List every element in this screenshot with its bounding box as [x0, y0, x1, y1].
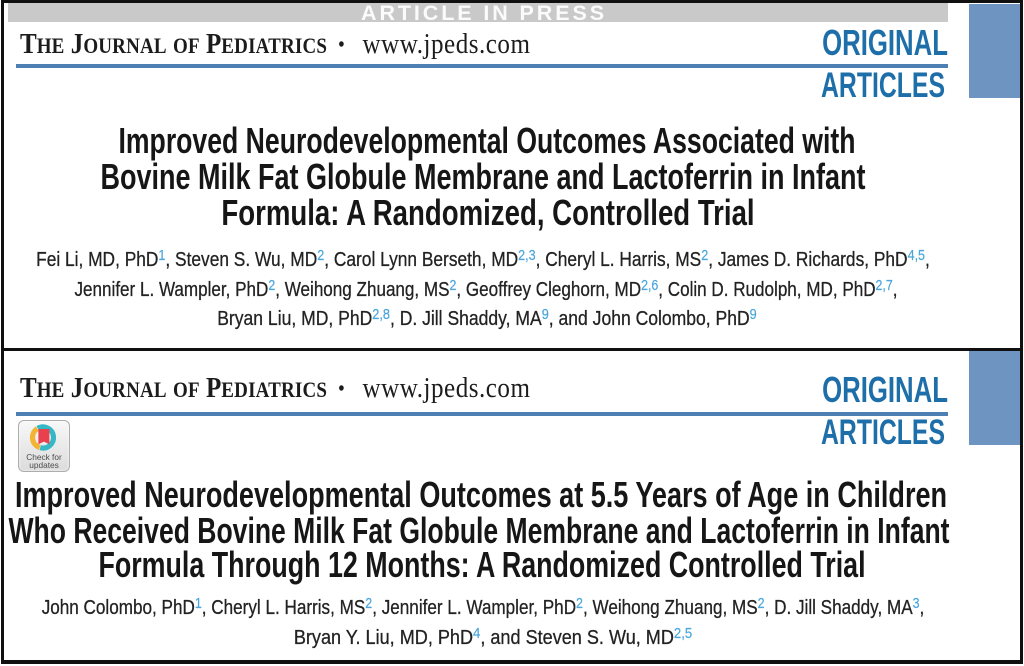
- svg-text:Check for: Check for: [26, 452, 62, 462]
- svg-text:updates: updates: [29, 460, 59, 470]
